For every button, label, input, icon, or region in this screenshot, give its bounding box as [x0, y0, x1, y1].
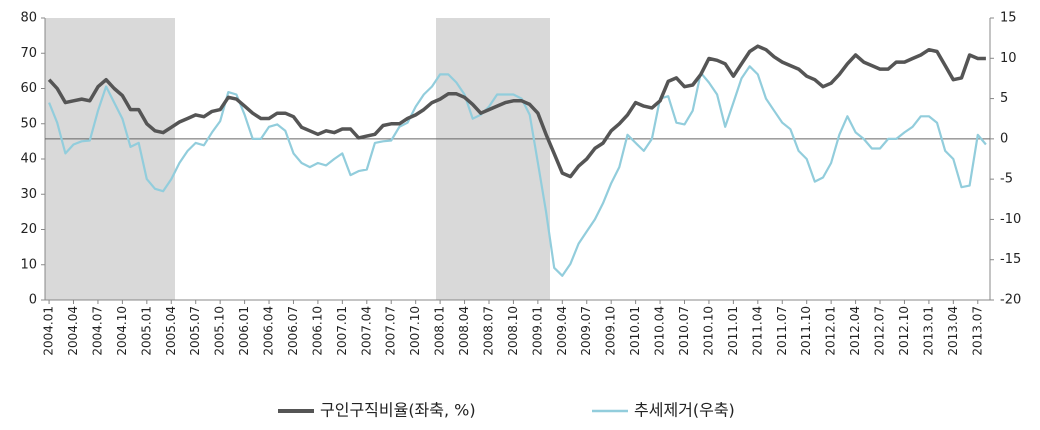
- x-tick-label: 2009.07: [579, 306, 593, 356]
- x-tick-label: 2007.07: [384, 306, 398, 356]
- x-tick-label: 2006.01: [237, 306, 251, 356]
- x-tick-label: 2009.01: [530, 306, 544, 356]
- y-tick-label: 20: [20, 222, 37, 237]
- y2-tick-label: 15: [1000, 11, 1017, 26]
- y-tick-label: 10: [20, 257, 37, 272]
- x-tick-label: 2007.10: [408, 306, 422, 356]
- x-tick-label: 2010.01: [628, 306, 642, 356]
- x-tick-label: 2009.10: [604, 306, 618, 356]
- x-tick-label: 2008.07: [481, 306, 495, 356]
- x-tick-label: 2005.07: [188, 306, 202, 356]
- x-tick-label: 2011.01: [726, 306, 740, 356]
- y-tick-label: 70: [20, 46, 37, 61]
- shaded-period: [45, 18, 175, 300]
- x-tick-label: 2011.04: [750, 306, 764, 356]
- x-tick-label: 2012.10: [897, 306, 911, 356]
- shaded-period: [436, 18, 550, 300]
- y2-tick-label: 5: [1000, 91, 1008, 106]
- x-tick-label: 2004.01: [42, 306, 56, 356]
- y-tick-label: 0: [29, 293, 37, 308]
- x-tick-label: 2006.10: [310, 306, 324, 356]
- x-tick-label: 2005.04: [164, 306, 178, 356]
- y2-tick-label: -10: [1000, 212, 1021, 227]
- y-tick-label: 40: [20, 152, 37, 167]
- legend-label: 추세제거(우축): [634, 401, 735, 420]
- y2-tick-label: 0: [1000, 131, 1008, 146]
- x-tick-label: 2013.04: [946, 306, 960, 356]
- x-tick-label: 2008.04: [457, 306, 471, 356]
- x-tick-label: 2012.07: [873, 306, 887, 356]
- x-tick-label: 2008.10: [506, 306, 520, 356]
- x-tick-label: 2009.04: [555, 306, 569, 356]
- x-tick-label: 2007.04: [359, 306, 373, 356]
- x-tick-label: 2013.01: [921, 306, 935, 356]
- x-tick-label: 2008.01: [433, 306, 447, 356]
- y2-tick-label: -20: [1000, 293, 1021, 308]
- y-tick-label: 30: [20, 187, 37, 202]
- x-tick-label: 2004.04: [66, 306, 80, 356]
- x-tick-label: 2011.07: [775, 306, 789, 356]
- x-tick-label: 2005.01: [139, 306, 153, 356]
- x-tick-label: 2006.07: [286, 306, 300, 356]
- x-tick-label: 2005.10: [213, 306, 227, 356]
- series-line: [48, 65, 987, 277]
- x-tick-label: 2012.04: [848, 306, 862, 356]
- x-tick-label: 2010.07: [677, 306, 691, 356]
- x-tick-label: 2007.01: [335, 306, 349, 356]
- y-tick-label: 50: [20, 116, 37, 131]
- legend-label: 구인구직비율(좌축, %): [320, 401, 476, 420]
- y2-tick-label: -15: [1000, 252, 1021, 267]
- y-tick-label: 60: [20, 81, 37, 96]
- x-tick-label: 2013.07: [970, 306, 984, 356]
- x-tick-label: 2006.04: [262, 306, 276, 356]
- y-tick-label: 80: [20, 11, 37, 26]
- x-tick-label: 2004.07: [90, 306, 104, 356]
- x-tick-label: 2004.10: [115, 306, 129, 356]
- y2-tick-label: 10: [1000, 51, 1017, 66]
- x-tick-label: 2012.01: [824, 306, 838, 356]
- x-tick-label: 2011.10: [799, 306, 813, 356]
- y2-tick-label: -5: [1000, 172, 1013, 187]
- x-tick-label: 2010.10: [701, 306, 715, 356]
- x-tick-label: 2010.04: [653, 306, 667, 356]
- series-line: [47, 44, 986, 179]
